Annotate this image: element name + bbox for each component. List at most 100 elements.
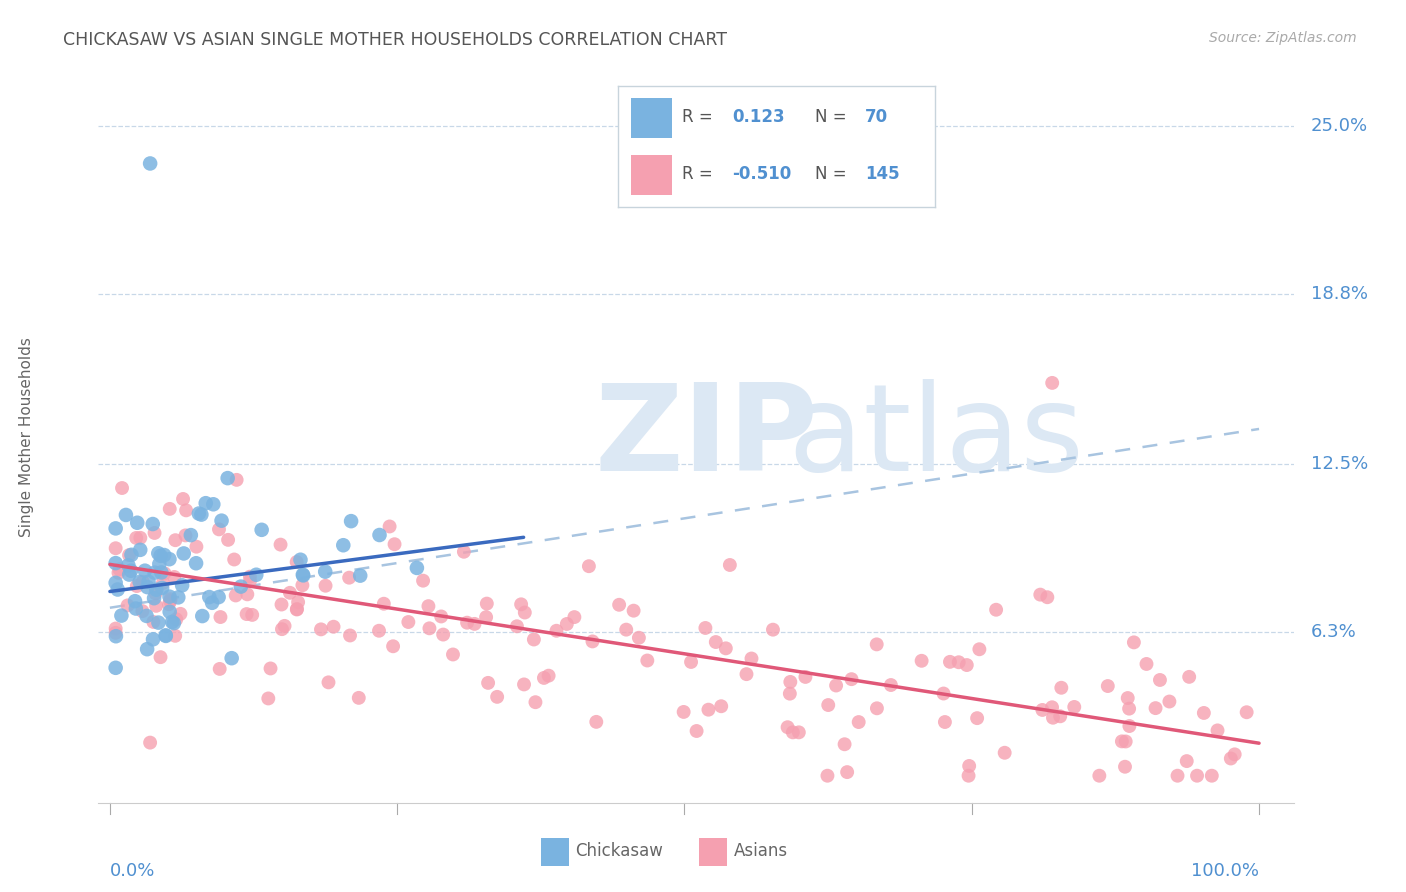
Point xyxy=(221,651,243,665)
Text: 12.5%: 12.5% xyxy=(1310,455,1368,473)
Point xyxy=(368,624,391,638)
Point xyxy=(837,765,859,780)
Point xyxy=(368,528,391,542)
Point xyxy=(1135,657,1157,671)
Point xyxy=(1111,734,1133,748)
Point xyxy=(152,575,174,590)
Point xyxy=(1122,635,1144,649)
Point xyxy=(340,514,363,528)
Point xyxy=(149,549,172,563)
Point xyxy=(225,473,247,487)
Point xyxy=(143,525,166,540)
Point xyxy=(880,678,903,692)
Point xyxy=(1206,723,1229,738)
Point xyxy=(155,629,177,643)
Point xyxy=(104,661,127,675)
Point xyxy=(718,558,741,572)
Point xyxy=(627,631,650,645)
Point xyxy=(934,714,956,729)
Point xyxy=(104,625,127,640)
Point xyxy=(477,676,499,690)
Point xyxy=(776,720,799,734)
Point xyxy=(172,491,194,506)
Point xyxy=(190,508,212,522)
Point xyxy=(104,521,127,535)
Point xyxy=(1040,376,1063,390)
Point xyxy=(1192,706,1215,720)
Point xyxy=(1049,709,1071,723)
Point xyxy=(104,575,127,590)
Point xyxy=(581,634,603,648)
Point xyxy=(948,655,970,669)
Point xyxy=(546,624,568,638)
Point xyxy=(187,507,209,521)
Point xyxy=(347,690,370,705)
Point xyxy=(441,648,464,662)
Point xyxy=(1088,769,1111,783)
Point xyxy=(1149,673,1171,687)
Point xyxy=(315,579,337,593)
Point xyxy=(740,651,762,665)
Point xyxy=(418,599,440,614)
Point xyxy=(486,690,509,704)
Point xyxy=(453,545,475,559)
Point xyxy=(201,596,224,610)
Point xyxy=(159,552,181,566)
Point xyxy=(378,519,401,533)
Point xyxy=(235,607,257,621)
Point xyxy=(1185,769,1208,783)
Point xyxy=(217,471,239,485)
Point xyxy=(1116,691,1139,706)
Point xyxy=(270,598,292,612)
Point xyxy=(382,640,405,654)
Point xyxy=(939,655,962,669)
Point xyxy=(762,623,785,637)
Point xyxy=(841,672,863,686)
Point xyxy=(339,628,361,642)
Point xyxy=(239,574,262,588)
Text: atlas: atlas xyxy=(595,378,1084,496)
Point xyxy=(145,582,167,597)
Point xyxy=(1115,734,1137,748)
Point xyxy=(217,533,239,547)
Point xyxy=(153,548,176,562)
Point xyxy=(145,586,167,600)
Point xyxy=(779,674,801,689)
Point xyxy=(121,548,143,562)
Point xyxy=(523,632,546,647)
Point xyxy=(585,714,607,729)
Point xyxy=(1031,703,1053,717)
Point xyxy=(125,601,148,615)
Point xyxy=(910,654,932,668)
Point xyxy=(1040,700,1063,714)
Point xyxy=(513,677,536,691)
Point xyxy=(142,615,165,629)
Point xyxy=(224,552,246,566)
Point xyxy=(285,602,308,616)
Point xyxy=(118,567,141,582)
Point xyxy=(139,736,162,750)
Point xyxy=(957,769,980,783)
Point xyxy=(172,578,194,592)
Point xyxy=(782,725,804,739)
Point xyxy=(794,670,817,684)
Point xyxy=(866,701,889,715)
Point xyxy=(159,501,181,516)
Point xyxy=(291,567,314,582)
Point xyxy=(165,533,187,548)
Point xyxy=(104,541,127,556)
Point xyxy=(956,658,979,673)
Point xyxy=(384,537,406,551)
Point xyxy=(174,503,197,517)
Point xyxy=(104,622,127,636)
Point xyxy=(1114,760,1136,774)
Point xyxy=(1118,719,1140,733)
Point xyxy=(127,516,149,530)
Point xyxy=(456,615,478,630)
Point xyxy=(159,592,181,607)
Point xyxy=(506,619,529,633)
Point xyxy=(111,481,134,495)
Point xyxy=(710,699,733,714)
Point xyxy=(714,641,737,656)
Point xyxy=(672,705,695,719)
